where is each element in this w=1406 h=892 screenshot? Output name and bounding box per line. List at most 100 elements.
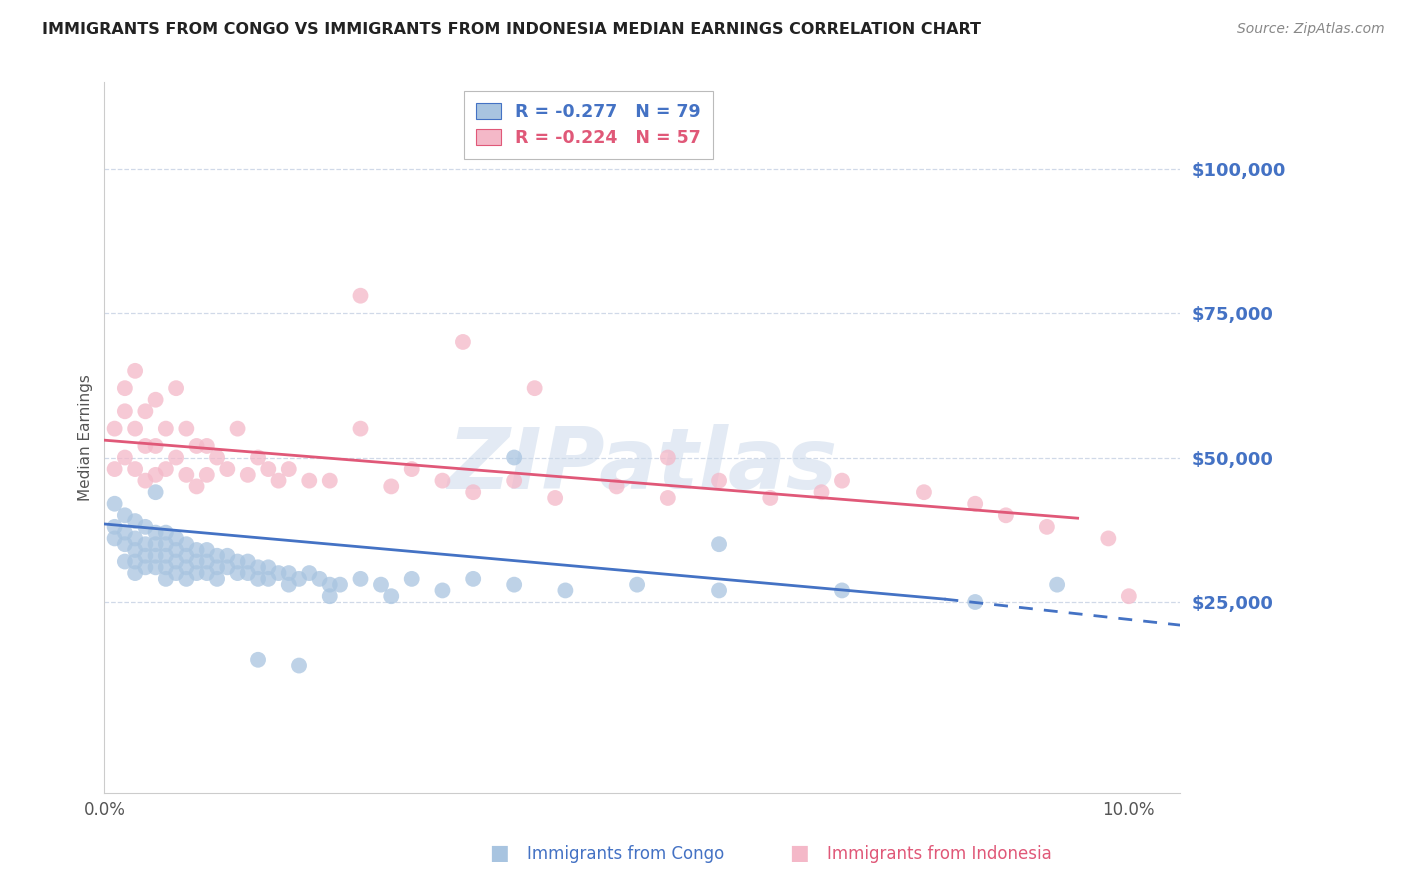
- Point: [176, 572, 198, 586]
- Point: [114, 555, 136, 569]
- Point: [114, 450, 136, 465]
- Point: [707, 583, 730, 598]
- Point: [195, 467, 218, 482]
- Point: [195, 439, 218, 453]
- Point: [134, 549, 156, 563]
- Point: [707, 537, 730, 551]
- Point: [380, 479, 402, 493]
- Point: [1036, 520, 1059, 534]
- Point: [195, 543, 218, 558]
- Point: [186, 479, 208, 493]
- Point: [155, 572, 177, 586]
- Point: [432, 474, 454, 488]
- Point: [145, 560, 167, 574]
- Point: [965, 497, 987, 511]
- Point: [165, 566, 187, 580]
- Point: [965, 595, 987, 609]
- Point: [104, 497, 127, 511]
- Point: [380, 589, 402, 603]
- Point: [226, 555, 249, 569]
- Point: [288, 658, 311, 673]
- Point: [319, 474, 342, 488]
- Point: [1118, 589, 1140, 603]
- Point: [124, 462, 146, 476]
- Point: [134, 537, 156, 551]
- Point: [606, 479, 628, 493]
- Point: [308, 572, 330, 586]
- Point: [145, 439, 167, 453]
- Text: Immigrants from Indonesia: Immigrants from Indonesia: [827, 846, 1052, 863]
- Point: [810, 485, 832, 500]
- Point: [277, 577, 299, 591]
- Point: [114, 537, 136, 551]
- Point: [432, 583, 454, 598]
- Point: [319, 577, 342, 591]
- Point: [104, 422, 127, 436]
- Point: [370, 577, 392, 591]
- Point: [186, 566, 208, 580]
- Point: [319, 589, 342, 603]
- Point: [1097, 532, 1119, 546]
- Point: [226, 422, 249, 436]
- Point: [145, 467, 167, 482]
- Point: [831, 583, 853, 598]
- Point: [155, 462, 177, 476]
- Point: [503, 474, 526, 488]
- Point: [247, 653, 270, 667]
- Point: [236, 467, 259, 482]
- Point: [657, 491, 679, 505]
- Point: [401, 572, 423, 586]
- Point: [503, 577, 526, 591]
- Point: [155, 560, 177, 574]
- Point: [236, 555, 259, 569]
- Point: [176, 422, 198, 436]
- Point: [124, 532, 146, 546]
- Point: [247, 572, 270, 586]
- Point: [236, 566, 259, 580]
- Point: [195, 555, 218, 569]
- Point: [124, 555, 146, 569]
- Text: ■: ■: [789, 844, 808, 863]
- Point: [195, 566, 218, 580]
- Point: [165, 450, 187, 465]
- Point: [145, 485, 167, 500]
- Point: [134, 474, 156, 488]
- Point: [134, 560, 156, 574]
- Legend: R = -0.277   N = 79, R = -0.224   N = 57: R = -0.277 N = 79, R = -0.224 N = 57: [464, 91, 713, 159]
- Point: [205, 549, 228, 563]
- Point: [554, 583, 576, 598]
- Point: [503, 450, 526, 465]
- Point: [205, 572, 228, 586]
- Point: [186, 439, 208, 453]
- Point: [124, 543, 146, 558]
- Text: Source: ZipAtlas.com: Source: ZipAtlas.com: [1237, 22, 1385, 37]
- Point: [114, 404, 136, 418]
- Point: [257, 462, 280, 476]
- Point: [155, 422, 177, 436]
- Point: [463, 572, 485, 586]
- Point: [217, 560, 239, 574]
- Point: [155, 537, 177, 551]
- Point: [145, 525, 167, 540]
- Point: [186, 555, 208, 569]
- Point: [176, 560, 198, 574]
- Text: ZIPatlas: ZIPatlas: [447, 425, 838, 508]
- Point: [134, 439, 156, 453]
- Point: [176, 537, 198, 551]
- Point: [155, 549, 177, 563]
- Point: [145, 392, 167, 407]
- Point: [226, 566, 249, 580]
- Point: [114, 508, 136, 523]
- Point: [165, 532, 187, 546]
- Text: ■: ■: [489, 844, 509, 863]
- Point: [277, 566, 299, 580]
- Point: [217, 549, 239, 563]
- Point: [134, 404, 156, 418]
- Point: [994, 508, 1017, 523]
- Point: [267, 566, 290, 580]
- Point: [176, 467, 198, 482]
- Point: [1046, 577, 1069, 591]
- Point: [247, 560, 270, 574]
- Point: [145, 549, 167, 563]
- Point: [104, 532, 127, 546]
